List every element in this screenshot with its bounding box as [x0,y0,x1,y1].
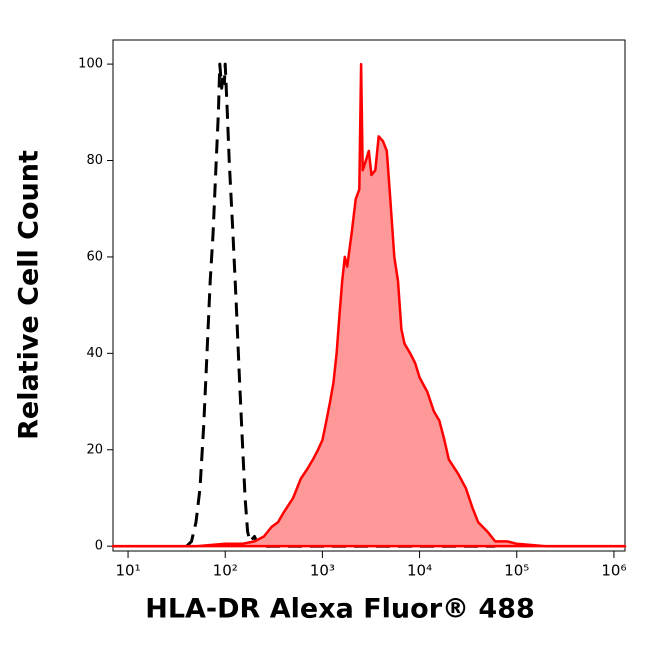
x-tick-label: 10⁶ [601,562,626,580]
y-axis-label: Relative Cell Count [14,150,45,440]
x-tick-label: 10⁴ [407,562,432,580]
histogram-area [111,62,627,548]
y-tick-label: 40 [86,346,103,361]
y-tick-label: 0 [95,539,103,554]
x-tick-label: 10¹ [115,562,140,580]
x-tick-label: 10³ [310,562,335,580]
x-tick-label: 10⁵ [504,562,529,580]
histogram-line [185,62,496,548]
y-tick-label: 80 [86,153,103,168]
y-tick-label: 60 [86,249,103,264]
plot-frame [112,39,626,552]
y-tick-label: 100 [78,57,103,72]
y-tick-label: 20 [86,442,103,457]
x-axis-label: HLA-DR Alexa Fluor® 488 [145,594,535,625]
x-tick-label: 10² [213,562,238,580]
